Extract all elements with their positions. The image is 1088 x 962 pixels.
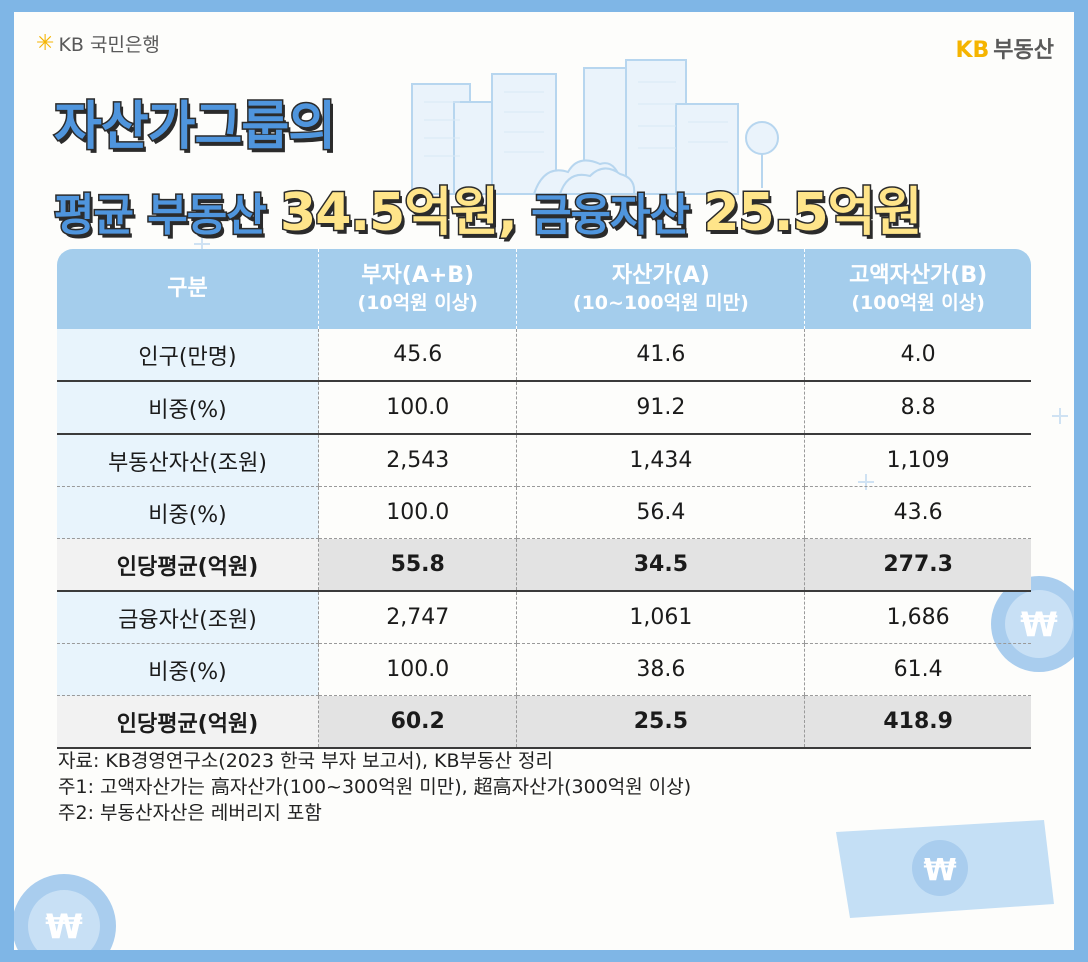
table-row-population-share: 비중(%) 100.0 91.2 8.8 (57, 381, 1031, 435)
banknote-icon: ₩ (836, 820, 1054, 918)
footnote-1: 주1: 고액자산가는 高자산가(100~300억원 미만), 超高자산가(300… (58, 776, 692, 798)
background-decoration: ₩ ₩ ₩ (14, 59, 1074, 950)
table-row-population: 인구(만명) 45.6 41.6 4.0 (57, 329, 1031, 382)
cell-value: 100.0 (317, 381, 517, 435)
row-label: 부동산자산(조원) (57, 434, 319, 487)
svg-text:₩: ₩ (923, 853, 956, 888)
kb-real-estate-text: 부동산 (993, 38, 1054, 63)
cell-value: 60.2 (317, 695, 517, 749)
cell-value: 2,543 (317, 434, 517, 487)
table-row-real-estate-share: 비중(%) 100.0 56.4 43.6 (57, 486, 1031, 539)
cell-value: 55.8 (317, 538, 517, 592)
svg-text:₩: ₩ (45, 907, 83, 947)
footnote-2: 주2: 부동산자산은 레버리지 포함 (58, 802, 322, 824)
title-line-2: 평균 부동산 34.5억원, 금융자산 25.5억원 (52, 170, 924, 245)
footnotes: 자료: KB경영연구소(2023 한국 부자 보고서), KB부동산 정리 주1… (58, 748, 691, 826)
row-label: 금융자산(조원) (57, 591, 319, 644)
cell-value: 41.6 (516, 329, 805, 382)
title-part-c: 금융자산 (516, 189, 704, 243)
cell-value: 2,747 (317, 591, 517, 644)
row-label: 인구(만명) (57, 329, 319, 382)
header-rich: 부자(A+B) (10억원 이상) (317, 249, 518, 329)
cell-value: 1,686 (804, 591, 1031, 644)
title-highlight-real-estate: 34.5억원, (279, 182, 520, 245)
cell-value: 56.4 (516, 486, 805, 539)
cell-value: 45.6 (317, 329, 517, 382)
kb-star-icon: ✳ (36, 31, 55, 56)
coin-left-icon: ₩ (14, 874, 116, 950)
cell-value: 100.0 (317, 486, 517, 539)
source-note: 자료: KB경영연구소(2023 한국 부자 보고서), KB부동산 정리 (58, 750, 553, 772)
cell-value: 91.2 (516, 381, 805, 435)
cell-value: 418.9 (804, 695, 1031, 749)
table-row-financial-share: 비중(%) 100.0 38.6 61.4 (57, 643, 1031, 696)
cell-value: 38.6 (516, 643, 805, 696)
kb-real-estate-logo: KB 부동산 (955, 32, 1054, 64)
kb-mark: KB (955, 38, 990, 63)
cell-value: 8.8 (804, 381, 1031, 435)
table-header-row: 구분 부자(A+B) (10억원 이상) 자산가(A) (10~100억원 미만) … (57, 249, 1031, 329)
cell-value: 34.5 (516, 538, 805, 592)
row-label: 비중(%) (57, 486, 319, 539)
cell-value: 1,434 (516, 434, 805, 487)
wealth-table: 구분 부자(A+B) (10억원 이상) 자산가(A) (10~100억원 미만) … (57, 249, 1031, 749)
table-row-real-estate-per-person: 인당평균(억원) 55.8 34.5 277.3 (57, 538, 1031, 592)
city-skyline-illustration (411, 59, 779, 195)
cell-value: 61.4 (804, 643, 1031, 696)
cell-value: 1,061 (516, 591, 805, 644)
row-label: 인당평균(억원) (57, 695, 319, 749)
cell-value: 1,109 (804, 434, 1031, 487)
row-label: 인당평균(억원) (57, 538, 319, 592)
table-row-financial-per-person: 인당평균(억원) 60.2 25.5 418.9 (57, 695, 1031, 749)
cell-value: 4.0 (804, 329, 1031, 382)
kb-bank-logo: ✳ KB 국민은행 (36, 30, 160, 57)
title-line-1: 자산가그룹의 (52, 96, 337, 159)
cell-value: 25.5 (516, 695, 805, 749)
header-high-asset-holder: 고액자산가(B) (100억원 이상) (804, 249, 1031, 329)
cell-value: 43.6 (804, 486, 1031, 539)
table-row-financial-assets: 금융자산(조원) 2,747 1,061 1,686 (57, 591, 1031, 644)
title-part-a: 평균 부동산 (52, 189, 281, 243)
row-label: 비중(%) (57, 381, 319, 435)
title-highlight-financial: 25.5억원 (702, 182, 924, 245)
row-label: 비중(%) (57, 643, 319, 696)
header-asset-holder: 자산가(A) (10~100억원 미만) (516, 249, 806, 329)
kb-bank-logo-text: KB 국민은행 (58, 34, 160, 56)
table-row-real-estate: 부동산자산(조원) 2,543 1,434 1,109 (57, 434, 1031, 487)
cell-value: 100.0 (317, 643, 517, 696)
cell-value: 277.3 (804, 538, 1031, 592)
header-category: 구분 (57, 249, 319, 329)
infographic-card: ₩ ₩ ₩ ✳ KB 국민은행 KB 부동산 자산가그룹의 평균 부동산 34.5… (14, 12, 1074, 950)
